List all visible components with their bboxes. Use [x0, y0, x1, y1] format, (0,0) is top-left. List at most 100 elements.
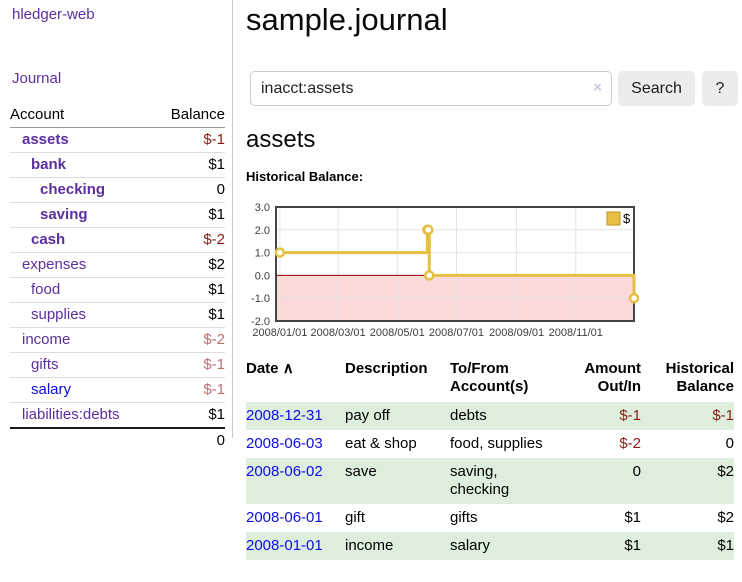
- transaction-balance: $2: [717, 509, 734, 526]
- transaction-description: pay off: [345, 407, 390, 424]
- transaction-balance: $2: [717, 463, 734, 480]
- transaction-accounts: food, supplies: [450, 435, 543, 452]
- transaction-description: income: [345, 537, 394, 554]
- svg-text:-1.0: -1.0: [251, 293, 270, 305]
- account-row-liabilities-debts: liabilities:debts $1: [10, 402, 225, 428]
- search-button[interactable]: Search: [618, 71, 695, 106]
- svg-text:2.0: 2.0: [255, 225, 270, 237]
- transaction-description: save: [345, 463, 377, 480]
- account-link-assets[interactable]: assets: [22, 131, 69, 148]
- register-row: 2008-06-01 gift gifts $1 $2: [246, 504, 734, 532]
- svg-text:$: $: [623, 211, 631, 226]
- account-link-cash[interactable]: cash: [31, 231, 66, 248]
- svg-text:-2.0: -2.0: [251, 316, 270, 328]
- account-balance: $1: [153, 152, 225, 178]
- account-balance: 0: [153, 177, 225, 203]
- account-heading: assets: [246, 126, 316, 153]
- date-column-header[interactable]: Date ∧: [246, 360, 294, 377]
- transaction-amount: $-2: [619, 435, 641, 452]
- transaction-accounts: debts: [450, 407, 487, 424]
- svg-text:3.0: 3.0: [255, 202, 270, 214]
- register-row: 2008-06-02 save saving, checking 0 $2: [246, 458, 734, 504]
- transaction-amount: $1: [624, 537, 641, 554]
- description-column-header: Description: [345, 360, 428, 377]
- transaction-amount: 0: [632, 463, 641, 480]
- account-balance: $1: [153, 302, 225, 328]
- account-link-salary[interactable]: salary: [31, 381, 72, 398]
- account-row-expenses: expenses $2: [10, 252, 225, 278]
- amount-column-header: Amount Out/In: [584, 360, 641, 395]
- account-link-checking[interactable]: checking: [40, 181, 106, 198]
- account-row-bank: bank $1: [10, 152, 225, 178]
- account-balance: $-2: [153, 227, 225, 253]
- svg-text:2008/05/01: 2008/05/01: [370, 327, 425, 339]
- transaction-date-link[interactable]: 2008-06-03: [246, 435, 323, 452]
- account-column-header: Account: [10, 103, 154, 128]
- account-row-checking: checking 0: [10, 177, 225, 203]
- account-link-expenses[interactable]: expenses: [22, 256, 87, 273]
- account-balance: $2: [153, 252, 225, 278]
- account-row-saving: saving $1: [10, 202, 225, 228]
- brand-link[interactable]: hledger-web: [12, 6, 95, 23]
- svg-text:2008/01/01: 2008/01/01: [252, 327, 307, 339]
- transaction-date-link[interactable]: 2008-06-02: [246, 463, 323, 480]
- sort-asc-icon[interactable]: ∧: [282, 360, 294, 377]
- account-total-row: 0: [10, 427, 225, 453]
- sidebar-item-journal[interactable]: Journal: [12, 70, 62, 87]
- page-title: sample.journal: [246, 2, 448, 37]
- search-input[interactable]: [250, 71, 612, 106]
- sidebar-divider: [232, 0, 233, 438]
- balance-column-header: Balance: [153, 103, 225, 128]
- transaction-balance: $1: [717, 537, 734, 554]
- account-link-income[interactable]: income: [22, 331, 71, 348]
- account-link-supplies[interactable]: supplies: [31, 306, 87, 323]
- svg-text:2008/07/01: 2008/07/01: [429, 327, 484, 339]
- account-row-assets: assets $-1: [10, 128, 225, 153]
- register-row: 2008-01-01 income salary $1 $1: [246, 532, 734, 560]
- account-row-food: food $1: [10, 277, 225, 303]
- clear-search-icon[interactable]: ×: [593, 79, 602, 96]
- transaction-accounts: saving, checking: [450, 463, 510, 498]
- account-balance: $-1: [153, 377, 225, 403]
- account-row-income: income $-2: [10, 327, 225, 353]
- transaction-description: eat & shop: [345, 435, 417, 452]
- account-link-food[interactable]: food: [31, 281, 61, 298]
- account-balance: $1: [153, 202, 225, 228]
- register-table: Date ∧ Description To/From Account(s) Amo…: [246, 360, 734, 560]
- account-row-gifts: gifts $-1: [10, 352, 225, 378]
- tofrom-column-header: To/From Account(s): [450, 360, 529, 395]
- account-link-gifts[interactable]: gifts: [31, 356, 59, 373]
- account-tree-header-row: Account Balance: [10, 103, 225, 128]
- account-link-liabilities-debts[interactable]: liabilities:debts: [22, 406, 120, 423]
- account-balance: $-2: [153, 327, 225, 353]
- chart-title: Historical Balance:: [246, 169, 364, 184]
- register-row: 2008-06-03 eat & shop food, supplies $-2…: [246, 430, 734, 458]
- transaction-amount: $1: [624, 509, 641, 526]
- help-button[interactable]: ?: [702, 71, 738, 106]
- svg-text:2008/11/01: 2008/11/01: [549, 327, 603, 339]
- account-balance: $-1: [203, 131, 225, 148]
- transaction-date-link[interactable]: 2008-12-31: [246, 407, 323, 424]
- account-link-bank[interactable]: bank: [31, 156, 67, 173]
- register-header-row: Date ∧ Description To/From Account(s) Amo…: [246, 360, 734, 402]
- account-total-balance: 0: [153, 427, 225, 453]
- transaction-balance: 0: [725, 435, 734, 452]
- account-row-cash: cash $-2: [10, 227, 225, 253]
- account-link-saving[interactable]: saving: [40, 206, 88, 223]
- transaction-date-link[interactable]: 2008-06-01: [246, 509, 323, 526]
- account-balance: $1: [153, 402, 225, 428]
- transaction-description: gift: [345, 509, 366, 526]
- transaction-accounts: salary: [450, 537, 491, 554]
- transaction-date-link[interactable]: 2008-01-01: [246, 537, 323, 554]
- account-balance: $1: [153, 277, 225, 303]
- historical-column-header: Historical Balance: [665, 360, 734, 395]
- svg-text:0.0: 0.0: [255, 270, 270, 282]
- svg-text:2008/03/01: 2008/03/01: [311, 327, 366, 339]
- account-row-supplies: supplies $1: [10, 302, 225, 328]
- account-tree-table: Account Balance assets $-1 bank $1 check…: [10, 103, 225, 453]
- svg-text:1.0: 1.0: [255, 248, 270, 260]
- account-row-salary: salary $-1: [10, 377, 225, 403]
- transaction-amount: $-1: [619, 407, 641, 424]
